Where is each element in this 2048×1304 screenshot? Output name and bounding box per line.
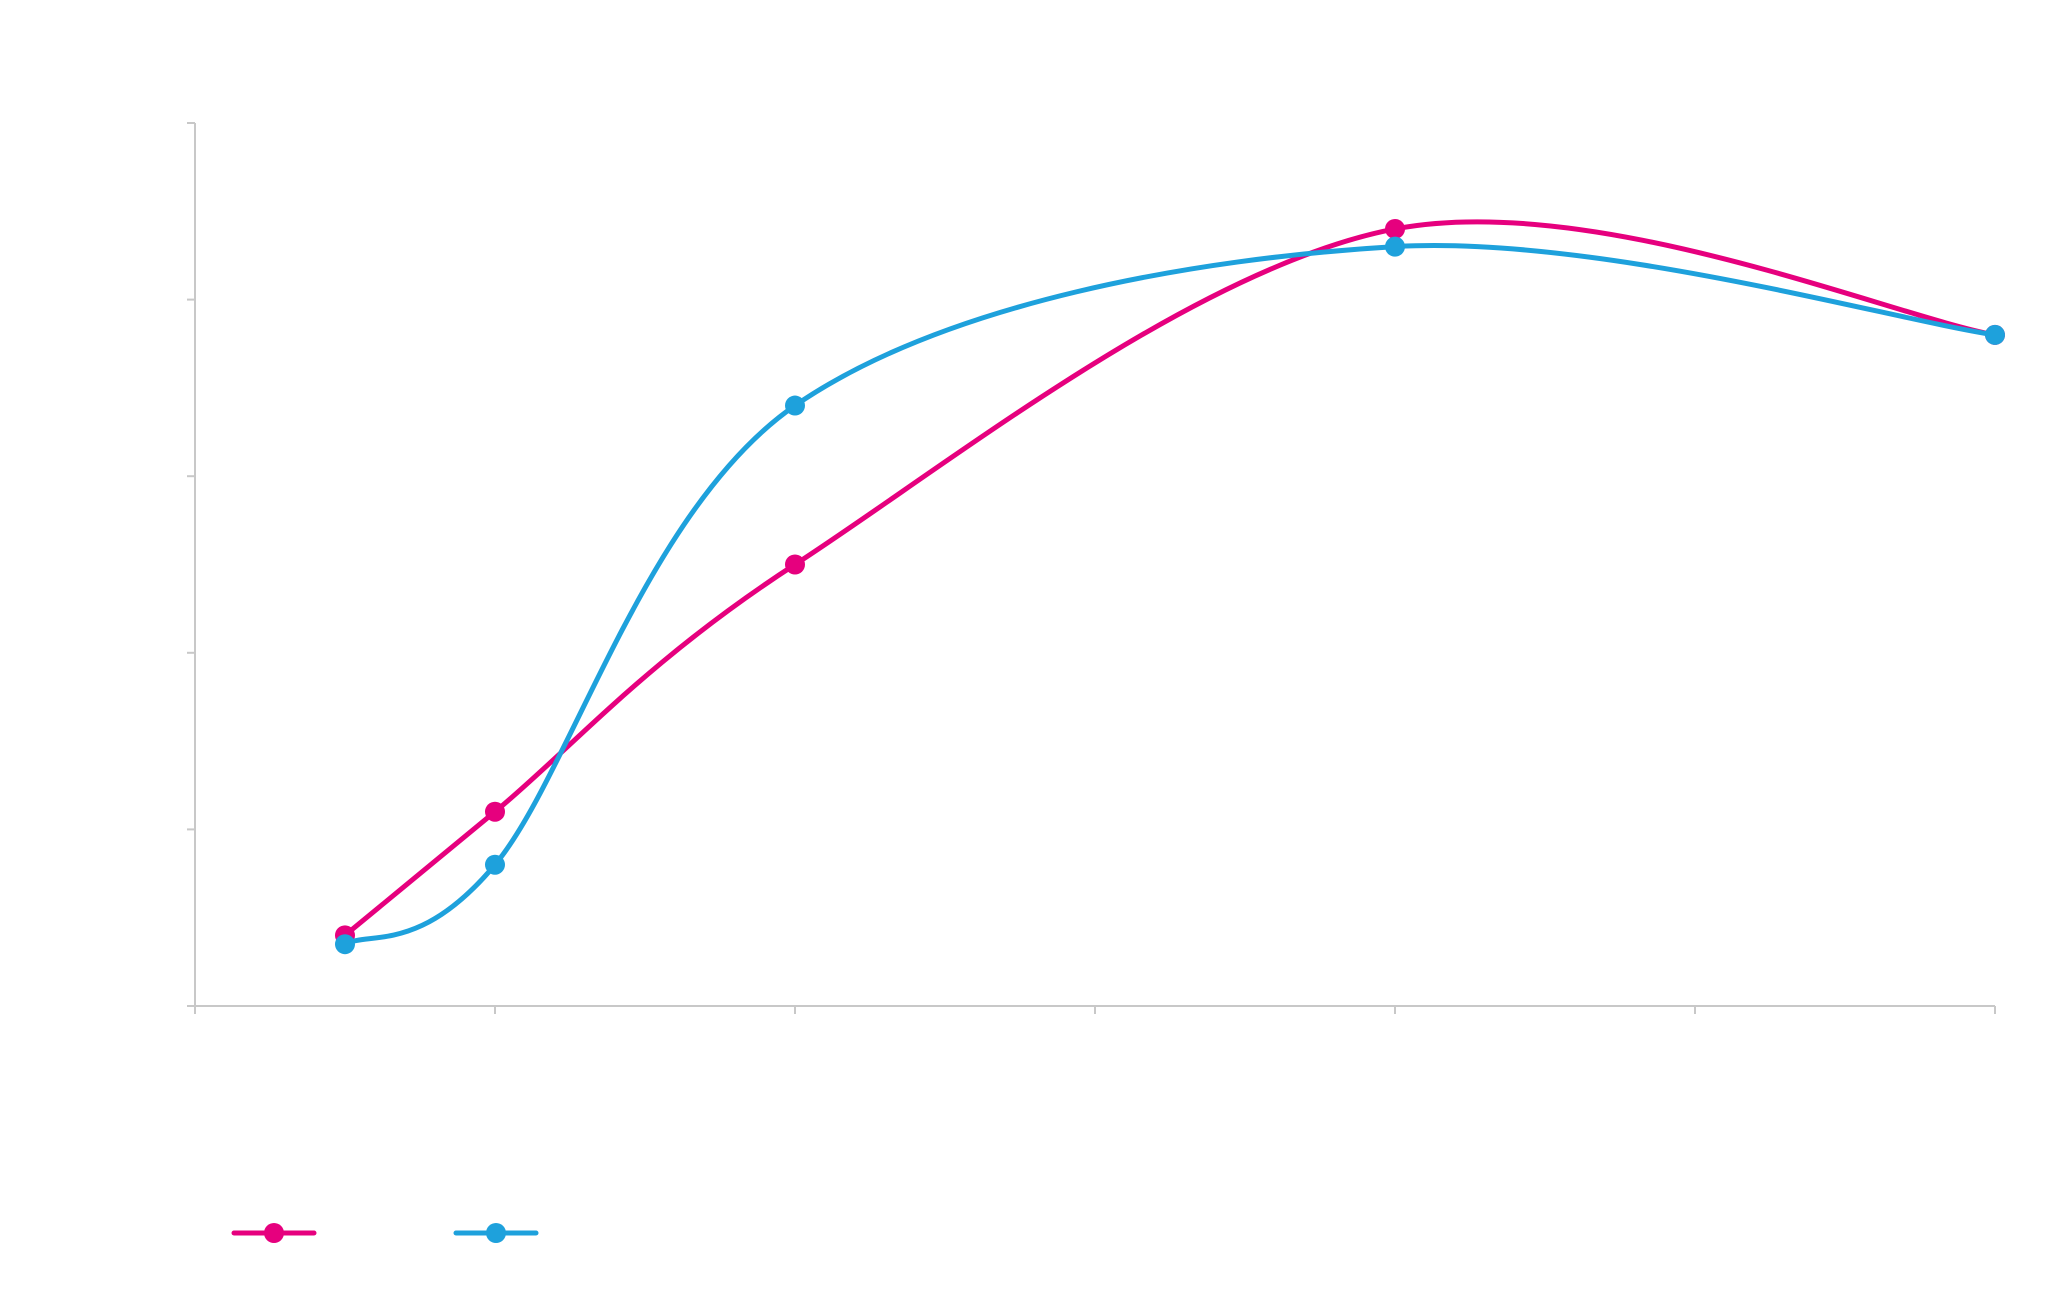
series-1-point	[485, 801, 505, 822]
legend-marker	[264, 1223, 284, 1243]
series-1-point	[1385, 218, 1405, 239]
legend-marker	[486, 1223, 506, 1243]
series-2-point	[1385, 236, 1405, 257]
y-axis-ticks	[187, 122, 195, 1007]
legend-item-2	[453, 1223, 539, 1243]
legend	[231, 1223, 539, 1243]
x-axis-ticks	[194, 1006, 1996, 1014]
series-2-point	[485, 854, 505, 875]
series-1-point	[785, 554, 805, 575]
series-1-line	[342, 219, 1998, 938]
series-2-point	[335, 934, 355, 955]
series-2	[335, 236, 2005, 955]
legend-item-1	[231, 1223, 317, 1243]
series-layer	[335, 218, 2005, 955]
series-2-point	[1985, 324, 2005, 345]
series-2-line	[342, 243, 1998, 947]
axes	[187, 122, 1996, 1014]
series-1	[335, 218, 2005, 946]
series-2-point	[785, 395, 805, 416]
